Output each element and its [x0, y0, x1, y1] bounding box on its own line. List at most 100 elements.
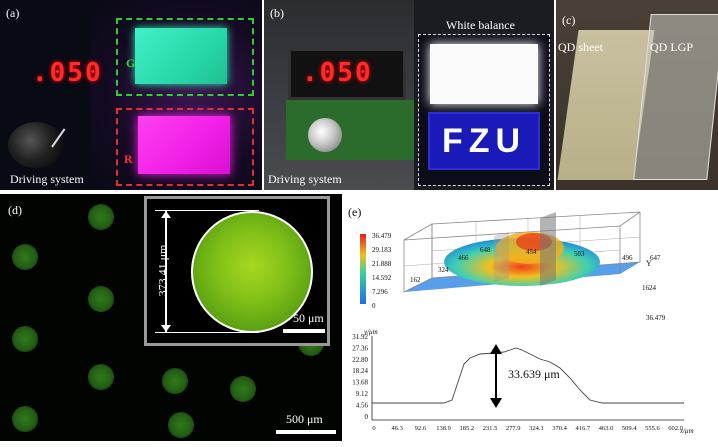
panel-e-label: (e): [348, 205, 362, 219]
microdot: [12, 244, 38, 270]
profile-y-tick: 13.68: [352, 379, 368, 387]
profile-y-ticks: 31.92 27.36 22.80 18.24 13.68 9.12 4.56 0: [352, 333, 368, 421]
surface-dimension-label: 324: [438, 266, 449, 274]
colorbar-tick-label: 21.888: [372, 260, 392, 268]
green-light-panel: [135, 28, 227, 84]
profile-x-tick: 277.9: [506, 425, 521, 432]
main-scale-bar: [276, 430, 336, 434]
surface-dimension-label: 454: [526, 248, 537, 256]
surface-dimension-labels: 648 454 503 496 466 324 162 647 1624 36.479: [410, 246, 666, 322]
microdot: [88, 286, 114, 312]
panel-c: (c) QD sheet QD LGP: [556, 0, 718, 190]
profile-y-tick: 4.56: [356, 401, 369, 409]
profile-x-tick: 324.1: [529, 425, 544, 432]
surface-dimension-label: 503: [574, 250, 585, 258]
arrowhead-down: [161, 325, 171, 332]
section-plane: [540, 212, 556, 286]
profile-curve: [372, 347, 684, 404]
profile-x-tick: 602.0: [668, 425, 683, 432]
panel-e: (e): [344, 194, 718, 441]
microdot: [88, 364, 114, 390]
arrowhead-up: [161, 211, 171, 218]
microdot: [88, 204, 114, 230]
surface-dimension-label: 466: [458, 254, 469, 262]
microdot: [12, 406, 38, 432]
microdot: [230, 376, 256, 402]
profile-x-tick: 138.9: [436, 425, 451, 432]
profile-x-tick: 370.4: [552, 425, 567, 432]
surface-dimension-label: 648: [480, 246, 491, 254]
profile-x-tick: 509.4: [622, 425, 637, 432]
microdot: [12, 326, 38, 352]
white-balance-label: White balance: [446, 18, 515, 32]
green-tag: G: [126, 56, 136, 70]
driving-knob: [8, 122, 64, 168]
colorbar-tick-label: 7.296: [372, 288, 388, 296]
height-profile-chart: y/μm x/μm 31.92 27.36 22.80 18.24 13.68 9.12 4…: [352, 328, 694, 435]
height-arrowhead-up: [490, 344, 502, 354]
meter-display: .050: [302, 58, 373, 88]
magenta-light-panel: [138, 116, 230, 174]
qd-sheet-label: QD sheet: [558, 40, 603, 54]
panel-b: (b) .050 Driving system White balance FZ…: [264, 0, 554, 190]
surface-dimension-label: 36.479: [646, 314, 666, 322]
profile-x-tick: 0: [372, 425, 375, 432]
surface-dimension-label: 647: [650, 254, 661, 262]
surface-dimension-label: 1624: [642, 284, 657, 292]
height-annotation: 33.639 μm: [508, 367, 560, 381]
colorbar-tick-label: 14.592: [372, 274, 392, 282]
inset-frame: 373.41 μm 50 μm: [144, 196, 330, 346]
red-tag: R: [124, 152, 133, 166]
profile-y-tick: 31.92: [352, 333, 368, 341]
profile-y-tick: 22.80: [352, 356, 368, 364]
meter-housing: [288, 48, 406, 100]
profile-y-tick: 0: [365, 413, 369, 421]
colorbar-tick-label: 29.183: [372, 246, 392, 254]
profile-x-tick: 231.5: [483, 425, 498, 432]
profile-x-ticks: 0 46.3 92.6 138.9 185.2 231.5 277.9 324.1 370.4 4…: [372, 425, 683, 432]
y-axis-letter: Y: [646, 259, 652, 268]
surface-dimension-label: 496: [622, 254, 633, 262]
profile-y-unit: y/μm: [363, 328, 378, 336]
led-display: .050: [32, 58, 103, 88]
fzu-sign: FZU: [428, 112, 540, 170]
white-light-panel: [430, 44, 538, 104]
height-arrowhead-down: [490, 398, 502, 408]
surface-dimension-label: 162: [410, 276, 421, 284]
circuit-board: [286, 100, 414, 160]
panel-a: (a) .050 Driving system G R: [0, 0, 262, 190]
profile-x-tick: 46.3: [392, 425, 403, 432]
qd-lgp-label: QD LGP: [650, 40, 694, 54]
profile-x-unit: x/μm: [679, 427, 694, 435]
inset-dimension-label: 373.41 μm: [155, 244, 170, 297]
inset-dot: [191, 211, 313, 333]
profile-x-tick: 92.6: [415, 425, 427, 432]
profile-x-tick: 416.7: [575, 425, 590, 432]
inset-scale-label: 50 μm: [293, 311, 324, 325]
panel-c-label: (c): [562, 13, 576, 27]
colorbar-tick-label: 0: [372, 302, 376, 310]
driving-system-caption: Driving system: [10, 172, 84, 186]
panel-d-label: (d): [8, 203, 22, 217]
colorbar-tick-label: 36.479: [372, 232, 392, 240]
green-box-outline: [116, 18, 254, 96]
dimension-arrow: [165, 211, 167, 333]
panel-d: (d) 373.41 μm 50 μm 500 μm: [0, 194, 342, 441]
red-box-outline: [116, 108, 254, 186]
panel-a-label: (a): [6, 6, 20, 20]
microdot: [162, 368, 188, 394]
panel-b-label: (b): [270, 6, 284, 20]
driving-system-caption-b: Driving system: [268, 172, 342, 186]
profile-y-tick: 18.24: [352, 367, 368, 375]
side-wall: [403, 223, 433, 293]
profile-x-tick: 555.6: [645, 425, 660, 432]
surface-plot: 36.479 29.183 21.888 14.592 7.296 0 648 454 503…: [360, 211, 666, 322]
microdot: [168, 412, 194, 438]
board-knob: [308, 118, 342, 152]
fzu-sign-text: FZU: [441, 121, 527, 160]
dimension-tick-bottom: [155, 332, 259, 333]
dimension-tick-top: [155, 210, 259, 211]
colorbar-ticks: 36.479 29.183 21.888 14.592 7.296 0: [372, 232, 392, 310]
profile-y-tick: 9.12: [356, 390, 369, 398]
profile-x-tick: 185.2: [459, 425, 474, 432]
